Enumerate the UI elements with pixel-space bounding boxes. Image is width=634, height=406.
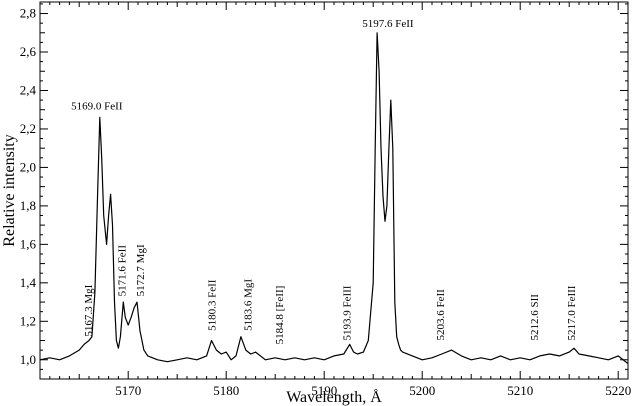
y-tick-label: 1,8	[20, 198, 36, 213]
y-tick-label: 1,0	[20, 352, 36, 367]
line-annotation: 5217.0 FeIII	[566, 285, 578, 340]
y-tick-label: 2,6	[20, 44, 37, 59]
x-tick-label: 5190	[311, 383, 337, 398]
x-tick-label: 5170	[115, 383, 141, 398]
y-tick-label: 2,4	[20, 82, 37, 97]
y-axis-title: Relative intensity	[1, 134, 18, 246]
y-tick-label: 2,0	[20, 159, 36, 174]
spectrum-line	[39, 32, 629, 365]
line-annotation: 5169.0 FeII	[71, 101, 123, 113]
x-tick-label: 5200	[409, 383, 435, 398]
y-tick-label: 2,8	[20, 6, 36, 21]
line-annotation: 5171.6 FeII	[116, 245, 128, 297]
y-tick-label: 2,2	[20, 121, 36, 136]
x-tick-label: 5210	[507, 383, 533, 398]
line-annotation: 5172.7 MgI	[135, 244, 147, 296]
x-axis-title: Wavelength, Å	[286, 388, 382, 406]
line-annotation: 5184.8 [FeII]	[274, 286, 286, 345]
y-tick-label: 1,6	[20, 236, 37, 251]
y-tick-label: 1,2	[20, 313, 36, 328]
line-annotation: 5183.6 MgI	[243, 279, 255, 331]
x-tick-label: 5180	[213, 383, 239, 398]
y-tick-label: 1,4	[20, 275, 37, 290]
line-annotation: 5180.3 FeII	[206, 279, 218, 331]
line-annotation: 5197.6 FeII	[362, 18, 414, 30]
x-tick-label: 5220	[605, 383, 631, 398]
line-annotation: 5193.9 FeIII	[342, 285, 354, 340]
line-annotation: 5167.3 MgI	[83, 284, 95, 336]
plot-area: 5170 5180 5190 5200 5210 5220 1,0 1,2 1,4 1,6 1,8 2…	[20, 1, 631, 398]
line-annotation: 5203.6 FeII	[435, 289, 447, 341]
line-annotation: 5212.6 SII	[529, 294, 541, 341]
